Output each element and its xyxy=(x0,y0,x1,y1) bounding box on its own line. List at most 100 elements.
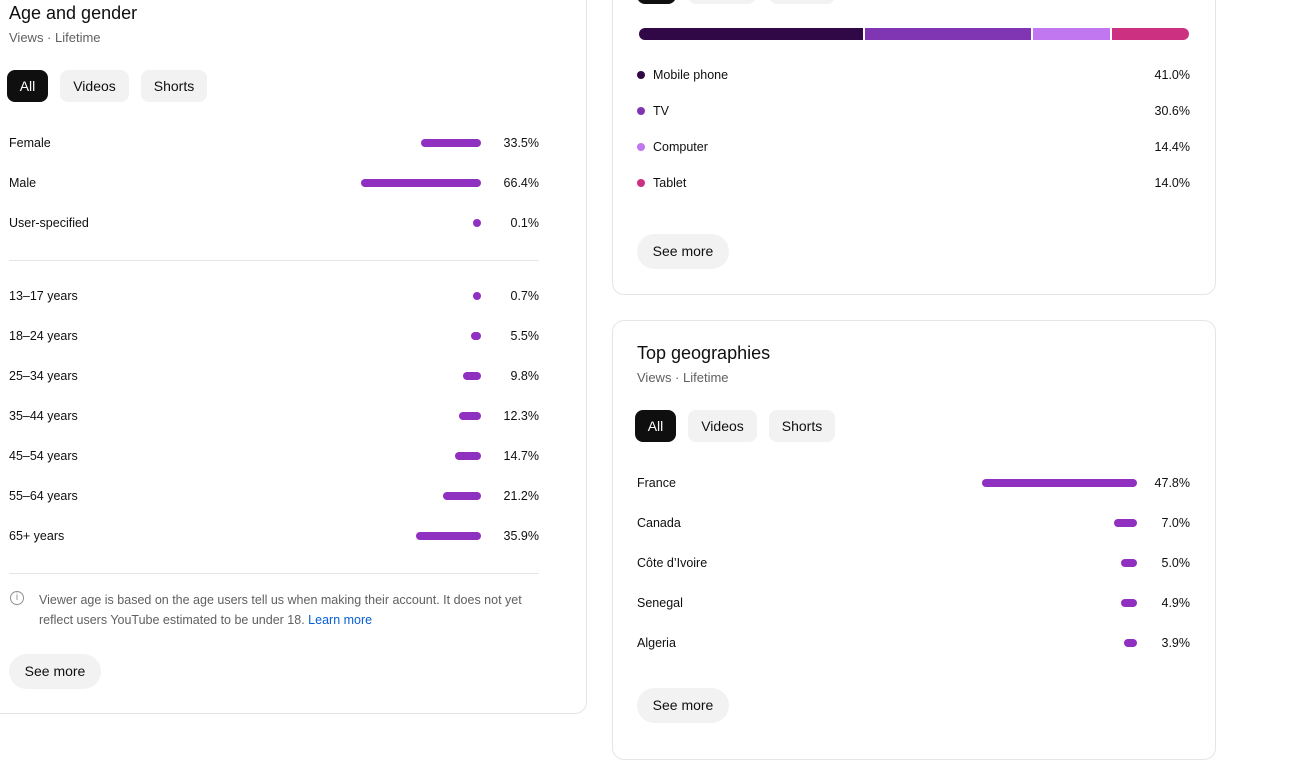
row-bar xyxy=(463,372,481,380)
row-label: 45–54 years xyxy=(9,449,78,463)
row-percent: 33.5% xyxy=(503,136,539,150)
row-label: Male xyxy=(9,176,37,190)
row-bar xyxy=(454,452,481,460)
row-bar xyxy=(1124,639,1137,647)
device-legend-item: Mobile phone 41.0% xyxy=(637,65,1190,85)
row-bar xyxy=(473,292,481,300)
row-percent: 14.7% xyxy=(503,449,539,463)
list-item: Senegal 4.9% xyxy=(637,593,1190,613)
row-percent: 3.9% xyxy=(1161,636,1191,650)
row-bar xyxy=(420,139,481,147)
divider xyxy=(9,573,539,574)
row-percent: 12.3% xyxy=(503,409,539,423)
row-percent: 7.0% xyxy=(1161,516,1191,530)
row-label: 65+ years xyxy=(9,529,65,543)
list-item: 35–44 years 12.3% xyxy=(9,406,539,426)
row-label: Senegal xyxy=(637,596,683,610)
row-label: 18–24 years xyxy=(9,329,78,343)
device-legend-item: TV 30.6% xyxy=(637,101,1190,121)
list-item: 18–24 years 5.5% xyxy=(9,326,539,346)
row-bar xyxy=(458,412,481,420)
list-item: Algeria 3.9% xyxy=(637,633,1190,653)
list-item: Canada 7.0% xyxy=(637,513,1190,533)
list-item: France 47.8% xyxy=(637,473,1190,493)
row-percent: 0.1% xyxy=(510,216,540,230)
list-item: Male 66.4% xyxy=(9,173,539,193)
legend-dot-icon xyxy=(637,107,645,115)
list-item: 45–54 years 14.7% xyxy=(9,446,539,466)
legend-dot-icon xyxy=(637,179,645,187)
geographies-subtitle: Views · Lifetime xyxy=(637,370,729,385)
row-bar xyxy=(1121,599,1137,607)
row-label: France xyxy=(637,476,676,490)
row-bar xyxy=(982,479,1137,487)
tab-videos[interactable]: Videos xyxy=(60,70,129,102)
row-label: User-specified xyxy=(9,216,89,230)
row-label: Canada xyxy=(637,516,681,530)
device-bar-segment xyxy=(864,28,1031,40)
device-bar-segment xyxy=(639,28,863,40)
row-percent: 66.4% xyxy=(503,176,539,190)
devices-tab-videos[interactable] xyxy=(688,0,756,4)
list-item: User-specified 0.1% xyxy=(9,213,539,233)
device-percent: 41.0% xyxy=(1154,68,1190,82)
list-item: 25–34 years 9.8% xyxy=(9,366,539,386)
list-item: 55–64 years 21.2% xyxy=(9,486,539,506)
row-label: Female xyxy=(9,136,51,150)
divider xyxy=(9,260,539,261)
device-label: Mobile phone xyxy=(653,68,729,82)
row-label: 35–44 years xyxy=(9,409,78,423)
geo-tab-shorts[interactable]: Shorts xyxy=(769,410,835,442)
geo-tab-all[interactable]: All xyxy=(635,410,676,442)
age-note-text: Viewer age is based on the age users tel… xyxy=(39,593,522,627)
row-percent: 0.7% xyxy=(510,289,540,303)
learn-more-link[interactable]: Learn more xyxy=(308,613,373,627)
row-bar xyxy=(1120,559,1137,567)
devices-see-more-button[interactable]: See more xyxy=(637,234,729,269)
geographies-see-more-button[interactable]: See more xyxy=(637,688,729,723)
device-label: Computer xyxy=(653,140,708,154)
row-percent: 5.5% xyxy=(510,329,540,343)
device-label: TV xyxy=(653,104,669,118)
row-label: Côte d’Ivoire xyxy=(637,556,708,570)
row-percent: 4.9% xyxy=(1161,596,1191,610)
devices-tab-shorts[interactable] xyxy=(769,0,835,4)
row-percent: 21.2% xyxy=(503,489,539,503)
legend-dot-icon xyxy=(637,71,645,79)
row-label: 13–17 years xyxy=(9,289,78,303)
device-percent: 14.0% xyxy=(1154,176,1190,190)
device-legend-item: Tablet 14.0% xyxy=(637,173,1190,193)
list-item: 13–17 years 0.7% xyxy=(9,286,539,306)
list-item: 65+ years 35.9% xyxy=(9,526,539,546)
devices-tab-all[interactable] xyxy=(637,0,676,4)
geographies-title: Top geographies xyxy=(637,343,771,363)
row-label: 55–64 years xyxy=(9,489,78,503)
tab-all[interactable]: All xyxy=(7,70,48,102)
row-bar xyxy=(1114,519,1137,527)
row-percent: 47.8% xyxy=(1154,476,1190,490)
device-label: Tablet xyxy=(653,176,687,190)
device-bar-segment xyxy=(1112,28,1189,40)
row-label: Algeria xyxy=(637,636,676,650)
tab-shorts[interactable]: Shorts xyxy=(141,70,207,102)
device-percent: 14.4% xyxy=(1154,140,1190,154)
list-item: Côte d’Ivoire 5.0% xyxy=(637,553,1190,573)
device-percent: 30.6% xyxy=(1154,104,1190,118)
device-legend-item: Computer 14.4% xyxy=(637,137,1190,157)
row-bar xyxy=(416,532,481,540)
geo-tab-videos[interactable]: Videos xyxy=(688,410,757,442)
row-bar xyxy=(473,219,481,227)
age-gender-see-more-button[interactable]: See more xyxy=(9,654,101,689)
device-stacked-bar xyxy=(639,28,1189,40)
legend-dot-icon xyxy=(637,143,645,151)
row-bar xyxy=(471,332,481,340)
row-percent: 5.0% xyxy=(1161,556,1191,570)
row-bar xyxy=(361,179,481,187)
row-label: 25–34 years xyxy=(9,369,78,383)
row-percent: 35.9% xyxy=(503,529,539,543)
device-bar-segment xyxy=(1032,28,1110,40)
age-note: Viewer age is based on the age users tel… xyxy=(39,590,539,630)
row-bar xyxy=(442,492,481,500)
list-item: Female 33.5% xyxy=(9,133,539,153)
geographies-card xyxy=(612,320,1216,760)
